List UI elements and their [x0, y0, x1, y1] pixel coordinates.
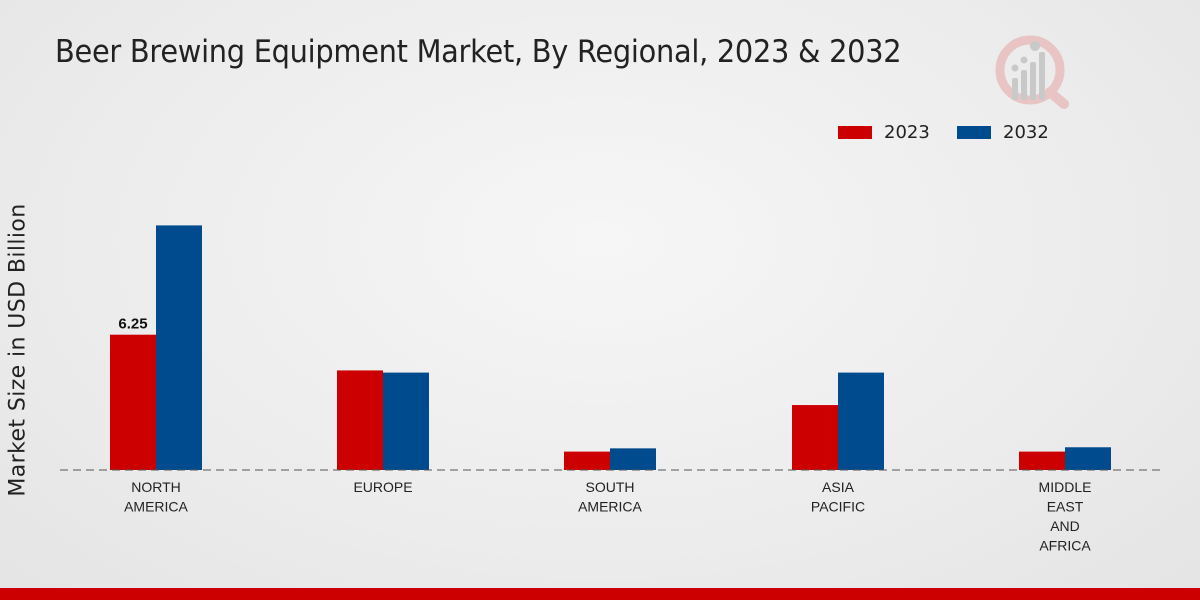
brand-logo-icon — [995, 35, 1069, 109]
x-tick-label-line: AND — [1050, 518, 1080, 534]
x-tick-label-4: MIDDLE EAST AND AFRICA — [1039, 479, 1092, 554]
x-tick-label-1: EUROPE — [353, 479, 412, 495]
bar-2032-2[interactable] — [610, 448, 656, 470]
x-tick-label-2: SOUTH AMERICA — [578, 479, 642, 515]
x-tick-label-line: PACIFIC — [811, 499, 865, 515]
legend-label-2032: 2032 — [1003, 122, 1049, 143]
bar-2023-4[interactable] — [1019, 451, 1065, 470]
bar-2032-1[interactable] — [383, 372, 429, 470]
x-tick-label-line: AFRICA — [1039, 538, 1091, 554]
legend-item-2032[interactable]: 2032 — [957, 122, 1049, 143]
legend-swatch-2032 — [957, 126, 991, 139]
chart-title: Beer Brewing Equipment Market, By Region… — [55, 34, 902, 70]
x-tick-label-line: MIDDLE — [1039, 479, 1092, 495]
x-tick-label-line: EAST — [1047, 499, 1084, 515]
footer-accent-bar — [0, 588, 1200, 600]
data-label-0-0: 6.25 — [118, 316, 147, 333]
bar-2032-3[interactable] — [838, 372, 884, 470]
x-tick-label-line: NORTH — [131, 479, 181, 495]
bar-2032-4[interactable] — [1065, 447, 1111, 470]
legend-item-2023[interactable]: 2023 — [838, 122, 930, 143]
x-tick-label-0: NORTH AMERICA — [124, 479, 188, 515]
bar-2023-0[interactable] — [110, 334, 156, 470]
x-tick-label-line: AMERICA — [578, 499, 642, 515]
legend-swatch-2023 — [838, 126, 872, 139]
x-tick-label-line: SOUTH — [586, 479, 635, 495]
bar-2023-3[interactable] — [792, 405, 838, 470]
x-tick-label-line: ASIA — [822, 479, 855, 495]
bar-2023-2[interactable] — [564, 451, 610, 470]
legend-label-2023: 2023 — [884, 122, 930, 143]
bar-2032-0[interactable] — [156, 225, 202, 470]
bar-2023-1[interactable] — [337, 370, 383, 470]
x-tick-label-line: EUROPE — [353, 479, 412, 495]
x-tick-label-3: ASIA PACIFIC — [811, 479, 865, 515]
x-tick-label-line: AMERICA — [124, 499, 188, 515]
